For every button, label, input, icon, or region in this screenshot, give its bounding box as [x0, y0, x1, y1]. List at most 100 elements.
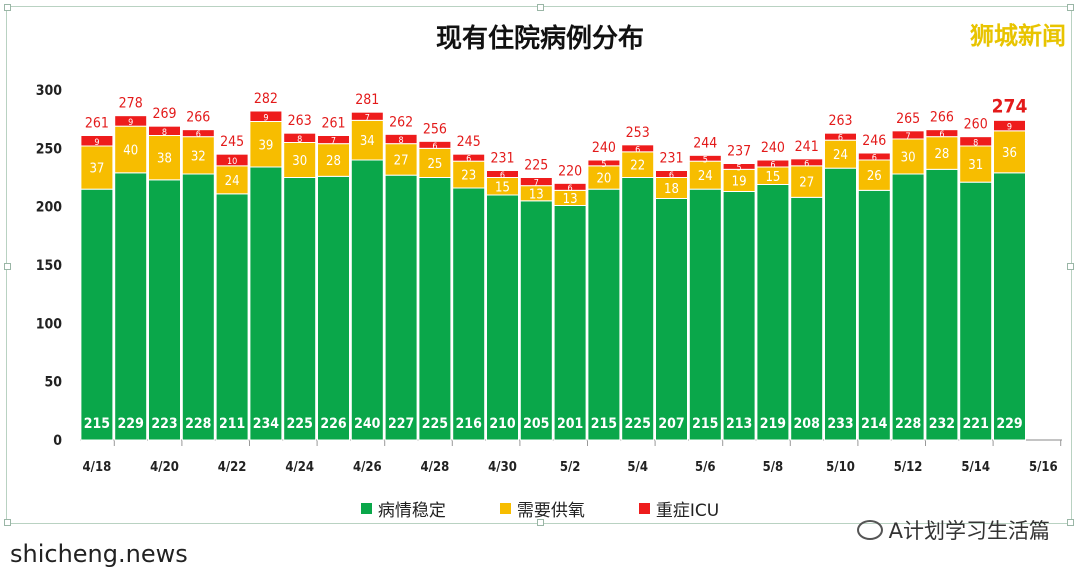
bar-segment — [756, 184, 790, 441]
bar-segment — [148, 125, 181, 136]
data-label-oxygen: 27 — [799, 176, 814, 191]
data-label-stable: 201 — [557, 416, 583, 432]
bar-segment — [215, 193, 249, 441]
bar-segment — [993, 130, 1026, 174]
resize-handle[interactable] — [1067, 519, 1074, 526]
bar-segment — [215, 153, 249, 167]
legend-label-oxygen: 需要供氧 — [516, 500, 585, 521]
legend-item-icu: 重症ICU — [638, 496, 719, 521]
x-tick-label: 5/6 — [695, 460, 716, 475]
bar-segment — [215, 165, 249, 195]
data-label-icu: 6 — [500, 171, 505, 181]
data-label-icu: 7 — [906, 132, 911, 142]
resize-handle[interactable] — [4, 4, 11, 11]
bar-segment — [114, 125, 148, 174]
bar-segment — [350, 159, 384, 441]
bar-segment — [790, 196, 824, 441]
footer-source: A计划学习生活篇 — [856, 515, 1050, 545]
data-label-stable: 226 — [320, 416, 347, 432]
bar-segment — [655, 170, 688, 178]
data-label-stable: 225 — [287, 416, 313, 432]
y-tick-label: 50 — [44, 375, 62, 391]
stacked-bar-chart: 0 50 100 150 200 250 300 4/18 4/20 4/22 4/24 4/26 4/… — [36, 83, 1062, 475]
data-label-total: 245 — [457, 134, 481, 150]
data-label-icu: 6 — [804, 159, 809, 169]
bar-segment — [181, 136, 215, 175]
footer-watermark: shicheng.news — [10, 540, 188, 568]
data-label-oxygen: 30 — [292, 154, 307, 169]
data-label-total: 231 — [490, 151, 514, 167]
data-label-total: 240 — [592, 140, 616, 156]
data-label-stable: 225 — [625, 416, 651, 432]
bar-segment — [181, 129, 215, 138]
data-label-icu: 6 — [568, 184, 573, 194]
bar-segment — [452, 153, 486, 162]
bar-segment — [891, 138, 925, 175]
data-label-total: 266 — [930, 110, 954, 126]
data-label-oxygen: 19 — [732, 174, 747, 189]
bar-segment — [655, 198, 688, 441]
data-label-stable: 211 — [219, 416, 245, 432]
resize-handle[interactable] — [1067, 263, 1074, 270]
data-label-total: 265 — [896, 111, 920, 127]
bar-segment — [486, 194, 519, 441]
bar-segment — [452, 187, 486, 441]
data-label-icu: 9 — [128, 118, 133, 128]
bar-segment — [350, 111, 384, 121]
bar-segment — [148, 135, 181, 181]
bar-segment — [350, 119, 384, 161]
bar-segment — [621, 177, 655, 441]
bar-segment — [688, 154, 722, 162]
data-label-total: 278 — [119, 96, 143, 112]
data-label-total: 263 — [828, 113, 852, 129]
resize-handle[interactable] — [537, 519, 544, 526]
data-label-stable: 229 — [118, 416, 144, 432]
data-label-stable: 214 — [861, 416, 888, 432]
resize-handle[interactable] — [1067, 4, 1074, 11]
bar-segment — [790, 165, 824, 198]
resize-handle[interactable] — [4, 519, 11, 526]
chart-frame — [4, 4, 1074, 526]
data-label-oxygen: 26 — [867, 169, 882, 184]
data-label-total: 260 — [964, 117, 988, 133]
data-label-oxygen: 15 — [765, 170, 780, 185]
data-label-oxygen: 13 — [563, 192, 578, 207]
x-tick-label: 5/12 — [894, 460, 923, 475]
bar-segment — [148, 179, 181, 441]
bar-segment — [587, 188, 621, 441]
data-label-total: 266 — [186, 110, 210, 126]
data-label-icu: 10 — [227, 157, 237, 167]
data-label-stable: 213 — [726, 416, 752, 432]
data-label-stable: 223 — [151, 416, 177, 432]
bar-segment — [722, 191, 756, 441]
bar-segment — [688, 188, 722, 441]
data-label-icu: 8 — [399, 136, 404, 146]
data-label-icu: 6 — [939, 130, 944, 140]
bar-segment — [925, 168, 959, 441]
bar-segment — [486, 170, 519, 178]
data-label-oxygen: 37 — [89, 162, 104, 177]
data-label-oxygen: 28 — [326, 154, 341, 169]
data-label-total: 241 — [795, 139, 819, 155]
data-label-stable: 221 — [963, 416, 989, 432]
bar-segment — [80, 145, 114, 190]
bar-segment — [993, 172, 1026, 441]
data-label-oxygen: 22 — [630, 159, 645, 174]
bar-segment — [959, 181, 993, 441]
data-label-total: 231 — [659, 151, 683, 167]
data-label-total: 269 — [152, 106, 176, 122]
x-tick-label: 4/28 — [421, 460, 450, 475]
x-tick-label: 5/14 — [961, 460, 990, 475]
chart-title: 现有住院病例分布 — [435, 24, 644, 54]
resize-handle[interactable] — [537, 4, 544, 11]
x-tick-label: 4/30 — [488, 460, 517, 475]
legend-item-stable: 病情稳定 — [360, 496, 446, 521]
data-label-stable: 228 — [895, 416, 921, 432]
data-label-total: 225 — [524, 158, 548, 174]
data-label-icu: 6 — [669, 171, 674, 181]
data-label-oxygen: 30 — [901, 151, 916, 166]
bar-segment — [181, 173, 215, 441]
data-label-oxygen: 27 — [394, 153, 409, 168]
resize-handle[interactable] — [4, 263, 11, 270]
bar-segment — [925, 136, 959, 170]
